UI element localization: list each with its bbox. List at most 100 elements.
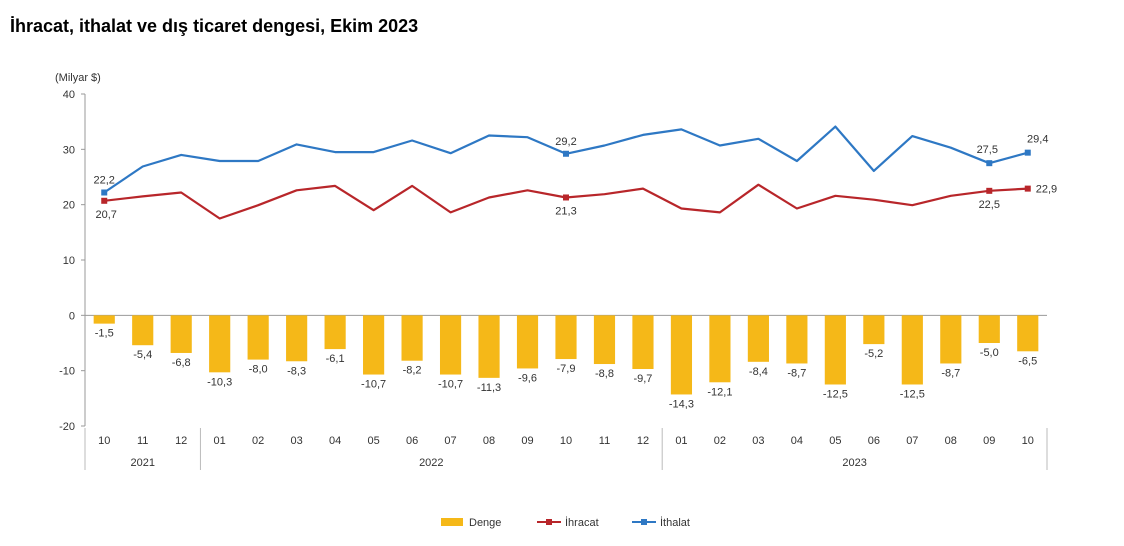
balance-bar-label: -12,5 [823, 389, 848, 401]
balance-bar-label: -8,3 [287, 365, 306, 377]
export-point-label: 22,9 [1036, 184, 1057, 196]
balance-bar [747, 315, 769, 362]
import-marker [986, 160, 993, 167]
balance-bar-label: -1,5 [95, 328, 114, 340]
balance-bar-label: -8,0 [249, 364, 268, 376]
balance-bar-label: -8,2 [403, 365, 422, 377]
export-point-label: 20,7 [96, 209, 117, 221]
legend-swatch-balance [441, 518, 463, 526]
balance-bar [978, 315, 1000, 343]
balance-bar-label: -8,7 [941, 367, 960, 379]
balance-bar [824, 315, 846, 385]
legend-label-export: İhracat [565, 516, 599, 529]
balance-bar [132, 315, 154, 346]
export-marker [1024, 185, 1031, 192]
balance-bar [247, 315, 269, 360]
balance-bar-label: -11,3 [477, 382, 501, 394]
balance-bar [93, 315, 115, 324]
y-tick-label: 20 [63, 200, 75, 212]
balance-bar [555, 315, 577, 360]
balance-bar-label: -8,7 [787, 367, 806, 379]
chart-title: İhracat, ithalat ve dış ticaret dengesi,… [10, 16, 419, 36]
import-marker [1024, 149, 1031, 156]
year-label: 2022 [419, 457, 443, 469]
legend-marker-import [641, 519, 647, 525]
x-tick-label: 07 [444, 435, 456, 447]
x-tick-label: 10 [98, 435, 110, 447]
y-tick-label: 0 [69, 310, 75, 322]
balance-bar [324, 315, 346, 350]
y-tick-label: 10 [63, 255, 75, 267]
x-tick-label: 02 [714, 435, 726, 447]
x-tick-label: 11 [599, 435, 610, 447]
x-tick-label: 04 [791, 435, 803, 447]
x-tick-label: 01 [214, 435, 226, 447]
x-tick-label: 10 [560, 435, 572, 447]
y-tick-label: -10 [59, 366, 75, 378]
balance-bar [516, 315, 539, 369]
balance-bar-label: -6,1 [326, 353, 345, 365]
balance-bar [901, 315, 923, 385]
year-label: 2023 [842, 457, 866, 469]
export-point-label: 22,5 [979, 199, 1000, 211]
import-marker [101, 189, 108, 196]
x-tick-label: 11 [137, 435, 148, 447]
x-tick-label: 05 [829, 435, 841, 447]
legend: Denge İhracat İthalat [441, 516, 690, 529]
export-marker [563, 194, 569, 201]
balance-bar [363, 315, 385, 375]
x-tick-label: 08 [945, 435, 957, 447]
x-tick-label: 02 [252, 435, 264, 447]
x-tick-label: 03 [291, 435, 303, 447]
y-tick-label: 30 [63, 144, 75, 156]
balance-bars [93, 315, 1039, 395]
balance-bar [709, 315, 731, 383]
x-tick-label: 09 [983, 435, 995, 447]
import-marker [563, 150, 569, 157]
balance-bar-label: -10,7 [361, 379, 386, 391]
x-tick-label: 01 [675, 435, 687, 447]
balance-bar-label: -8,8 [595, 368, 614, 380]
balance-bar-label: -12,1 [707, 386, 732, 398]
x-tick-label: 06 [868, 435, 880, 447]
balance-bar-label: -6,5 [1018, 355, 1037, 367]
balance-bar-label: -7,9 [557, 363, 576, 375]
balance-bar [670, 315, 693, 395]
legend-label-balance: Denge [469, 517, 501, 529]
x-tick-label: 05 [367, 435, 379, 447]
balance-bar-label: -5,4 [133, 349, 152, 361]
legend-label-import: İthalat [660, 516, 690, 529]
balance-bar [1017, 315, 1039, 352]
y-tick-label: 40 [63, 89, 75, 101]
balance-bar [478, 315, 500, 378]
balance-bar-label: -9,7 [633, 373, 652, 385]
balance-bar [170, 315, 192, 353]
balance-bar [593, 315, 616, 365]
balance-bar-label: -10,3 [207, 376, 232, 388]
x-tick-label: 06 [406, 435, 418, 447]
balance-bar-label: -5,0 [980, 347, 999, 359]
balance-bar-label: -10,7 [438, 379, 463, 391]
balance-bar [286, 315, 308, 362]
x-tick-label: 04 [329, 435, 341, 447]
export-point-label: 21,3 [555, 205, 576, 217]
import-point-label: 29,4 [1027, 134, 1048, 146]
balance-bar [786, 315, 808, 364]
x-tick-label: 10 [1022, 435, 1034, 447]
balance-bar-label: -5,2 [864, 348, 883, 360]
balance-bar [401, 315, 423, 361]
export-marker [101, 197, 108, 204]
x-tick-label: 12 [175, 435, 187, 447]
data-labels: -1,5 -5,4 -6,8 -10,3 -8,0 -8,3 -6,1 -10,7 -8,2 -1… [94, 134, 1058, 411]
import-point-label: 27,5 [977, 144, 998, 156]
x-tick-label: 03 [752, 435, 764, 447]
year-label: 2021 [130, 457, 154, 469]
balance-bar-label: -6,8 [172, 357, 191, 369]
balance-bar [863, 315, 885, 345]
balance-bar-label: -9,6 [518, 372, 537, 384]
balance-bar [209, 315, 231, 373]
x-tick-label: 09 [521, 435, 533, 447]
balance-bar-label: -14,3 [669, 398, 694, 410]
